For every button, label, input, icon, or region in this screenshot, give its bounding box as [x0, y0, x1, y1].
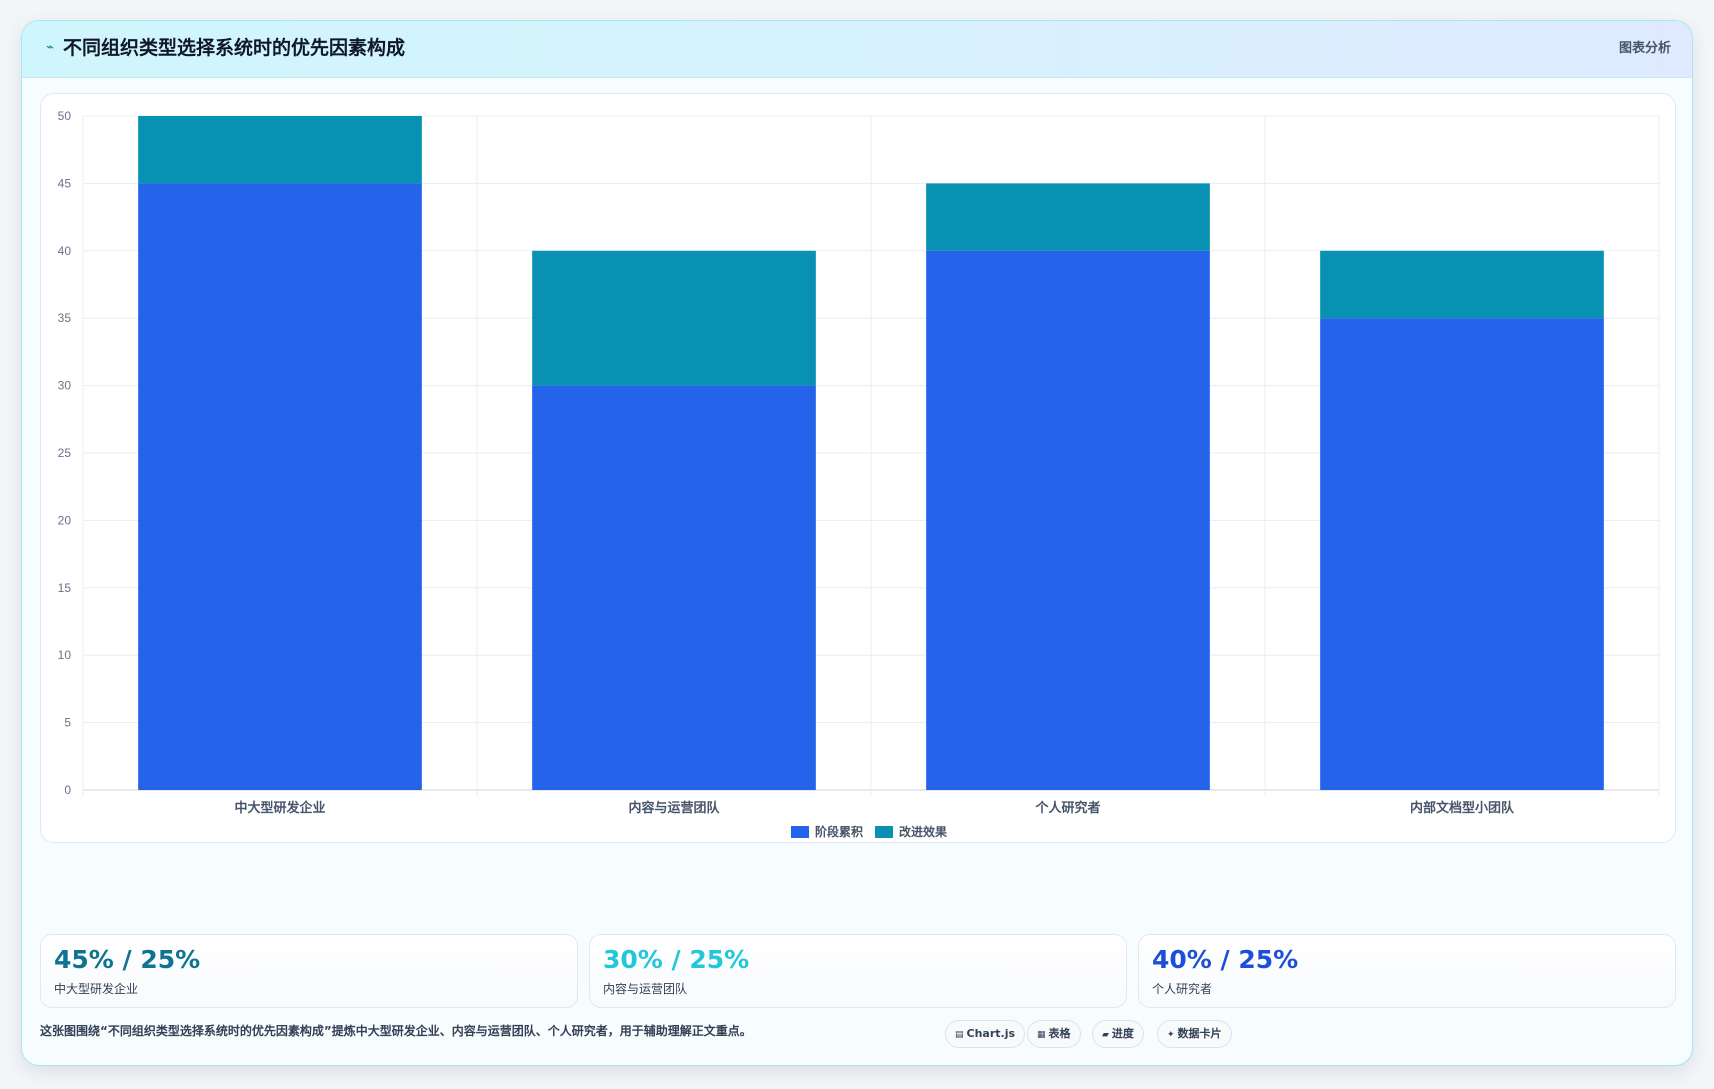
y-tick-label: 10	[58, 648, 72, 662]
y-tick-label: 15	[58, 581, 72, 595]
x-tick-label: 内容与运营团队	[628, 800, 720, 815]
stat-value: 40% / 25%	[1152, 945, 1299, 974]
chart-caption: 这张图围绕“不同组织类型选择系统时的优先因素构成”提炼中大型研发企业、内容与运营…	[40, 1024, 752, 1038]
chip-label: 进度	[1111, 1027, 1134, 1040]
y-tick-label: 20	[58, 513, 72, 527]
x-tick-label: 个人研究者	[1034, 800, 1100, 815]
y-tick-label: 50	[58, 109, 72, 123]
chip-progress[interactable]: ▰ 进度	[1092, 1020, 1144, 1048]
stat-card: 40% / 25% 个人研究者	[1138, 934, 1676, 1008]
chart-card: ⌁ 不同组织类型选择系统时的优先因素构成 图表分析 0 5 10 15 20 25 30 35…	[21, 20, 1693, 1066]
table-icon: ▦	[1037, 1030, 1046, 1040]
bar-segment	[138, 183, 422, 790]
bar-segment	[926, 183, 1210, 251]
legend-label: 改进效果	[899, 824, 947, 839]
chip-label: 数据卡片	[1177, 1027, 1222, 1040]
y-tick-label: 35	[58, 311, 72, 325]
stat-value: 45% / 25%	[54, 945, 201, 974]
trend-line-icon: ⌁	[46, 40, 54, 55]
y-tick-label: 0	[64, 783, 71, 797]
chart-title: 不同组织类型选择系统时的优先因素构成	[63, 37, 406, 59]
chart-icon: ▤	[955, 1030, 964, 1040]
chart-analysis-tag: 图表分析	[1618, 41, 1671, 56]
bar-segment	[532, 250, 816, 386]
legend-swatch	[791, 826, 809, 838]
chip-table[interactable]: ▦ 表格	[1027, 1020, 1081, 1048]
chip-label: 表格	[1048, 1027, 1071, 1040]
bar-segment	[926, 250, 1210, 791]
stat-label: 中大型研发企业	[54, 982, 139, 996]
y-tick-label: 30	[58, 379, 72, 393]
bar-segment	[532, 385, 816, 790]
stat-value: 30% / 25%	[603, 945, 750, 974]
bar-segment	[1320, 250, 1604, 319]
bar-segment	[138, 116, 422, 184]
stat-card: 45% / 25% 中大型研发企业	[40, 934, 578, 1008]
legend-label: 阶段累积	[815, 824, 863, 839]
stat-label: 内容与运营团队	[603, 982, 688, 996]
chip-data-card[interactable]: ✦ 数据卡片	[1157, 1020, 1232, 1048]
stacked-bar-chart: 0 5 10 15 20 25 30 35 40 45 50 中大型研发企业 内容与运营团队 个人研究者 内…	[58, 109, 1660, 839]
card-header: ⌁ 不同组织类型选择系统时的优先因素构成 图表分析	[22, 21, 1692, 78]
chart-panel: 0 5 10 15 20 25 30 35 40 45 50 中大型研发企业 内容与运营团队 个人研究者 内…	[40, 93, 1676, 843]
y-tick-label: 45	[58, 176, 72, 190]
stat-label: 个人研究者	[1152, 982, 1213, 996]
x-tick-label: 中大型研发企业	[234, 800, 325, 815]
bar-segment	[1320, 318, 1604, 790]
y-tick-label: 5	[64, 716, 71, 730]
chip-chartjs[interactable]: ▤ Chart.js	[945, 1020, 1026, 1048]
progress-icon: ▰	[1102, 1030, 1109, 1040]
stat-cards: 45% / 25% 中大型研发企业 30% / 25% 内容与运营团队 40% …	[40, 934, 1676, 1008]
legend-swatch	[875, 826, 893, 838]
y-tick-label: 25	[58, 446, 72, 460]
sparkle-icon: ✦	[1167, 1030, 1175, 1040]
chip-label: Chart.js	[966, 1027, 1016, 1040]
stat-card: 30% / 25% 内容与运营团队	[589, 934, 1127, 1008]
x-tick-label: 内部文档型小团队	[1410, 800, 1515, 815]
y-tick-label: 40	[58, 244, 72, 258]
